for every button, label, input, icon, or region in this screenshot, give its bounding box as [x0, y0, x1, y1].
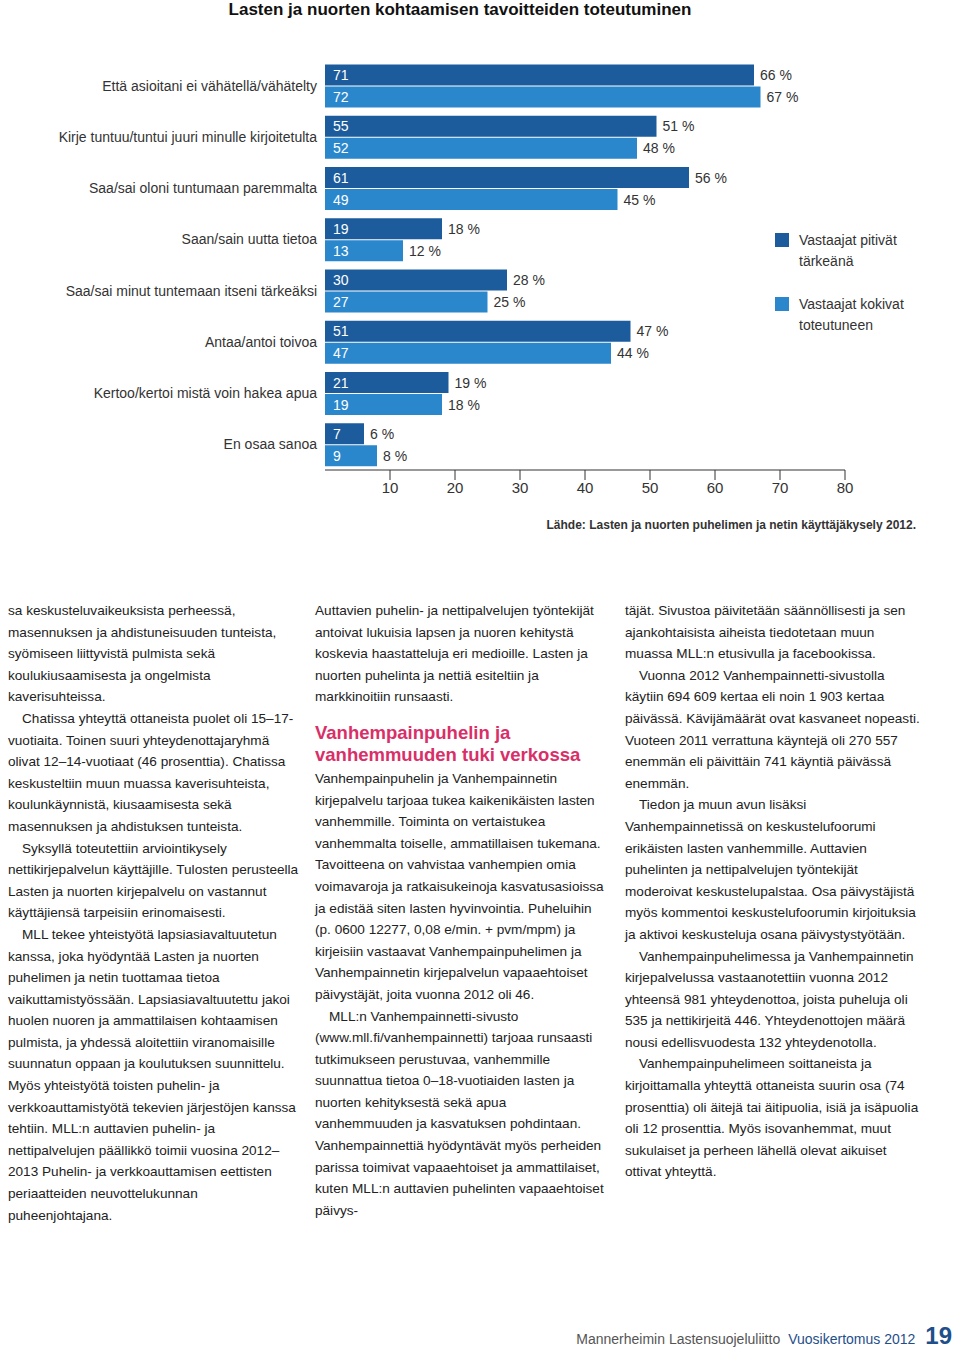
- svg-text:44 %: 44 %: [617, 345, 649, 361]
- html-text:19: 19: [925, 1322, 952, 1349]
- svg-text:9: 9: [333, 448, 341, 464]
- svg-text:48 %: 48 %: [643, 140, 675, 156]
- html-text:Syksyllä toteutettiin arvioint: Syksyllä toteutettiin arviointikysely ne…: [8, 840, 299, 921]
- svg-text:8 %: 8 %: [383, 448, 407, 464]
- svg-text:28 %: 28 %: [513, 272, 545, 288]
- svg-text:49: 49: [333, 192, 349, 208]
- html-text:Vanhempainpuhelimeen soittanei: Vanhempainpuhelimeen soittaneista ja kir…: [625, 1056, 919, 1180]
- html-text:Vastaajat pitivät tärkeänä: Vastaajat pitivät tärkeänä: [799, 232, 897, 269]
- svg-text:25 %: 25 %: [494, 294, 526, 310]
- svg-text:19: 19: [333, 397, 349, 413]
- svg-text:60: 60: [707, 479, 724, 496]
- html-text:Vuonna 2012 Vanhempainnetti-si: Vuonna 2012 Vanhempainnetti-sivustolla k…: [625, 667, 920, 791]
- svg-text:27: 27: [333, 294, 349, 310]
- html-text:Lähde: Lasten ja nuorten puhel: Lähde: Lasten ja nuorten puhelimen ja ne…: [546, 518, 916, 532]
- svg-text:40: 40: [577, 479, 594, 496]
- html-text:Auttavien puhelin- ja nettipal: Auttavien puhelin- ja nettipalvelujen ty…: [315, 603, 594, 705]
- svg-text:7: 7: [333, 426, 341, 442]
- html-text:Vuosikertomus 2012: Vuosikertomus 2012: [788, 1331, 916, 1347]
- svg-text:80: 80: [837, 479, 854, 496]
- svg-text:Saa/sai oloni tuntumaan paremm: Saa/sai oloni tuntumaan paremmalta: [89, 180, 317, 196]
- svg-text:Kirje tuntuu/tuntui juuri minu: Kirje tuntuu/tuntui juuri minulle kirjoi…: [59, 129, 318, 145]
- html-text:MLL tekee yhteistyötä lapsiasi: MLL tekee yhteistyötä lapsiasiavaltuutet…: [8, 926, 296, 1223]
- svg-text:18 %: 18 %: [448, 397, 480, 413]
- svg-text:10: 10: [382, 479, 399, 496]
- svg-text:47 %: 47 %: [637, 323, 669, 339]
- svg-text:50: 50: [642, 479, 659, 496]
- svg-text:6 %: 6 %: [370, 426, 394, 442]
- svg-text:En osaa sanoa: En osaa sanoa: [224, 436, 318, 452]
- html-text:sa keskusteluvaikeuksista perh: sa keskusteluvaikeuksista perheessä, mas…: [8, 603, 277, 705]
- svg-text:12 %: 12 %: [409, 243, 441, 259]
- svg-text:30: 30: [333, 272, 349, 288]
- svg-text:18 %: 18 %: [448, 221, 480, 237]
- html-text:Vanhempainpuhelin ja vanhemmuu: Vanhempainpuhelin ja vanhemmuuden tuki v…: [315, 722, 581, 765]
- svg-text:30: 30: [512, 479, 529, 496]
- svg-text:Saan/sain uutta tietoa: Saan/sain uutta tietoa: [182, 231, 318, 247]
- svg-text:13: 13: [333, 243, 349, 259]
- svg-text:56 %: 56 %: [695, 170, 727, 186]
- svg-text:21: 21: [333, 375, 349, 391]
- html-text:Chatissa yhteyttä ottaneista p: Chatissa yhteyttä ottaneista puolet oli …: [8, 711, 294, 834]
- html-text:täjät. Sivustoa päivitetään sä: täjät. Sivustoa päivitetään säännöllises…: [625, 603, 906, 662]
- svg-text:Antaa/antoi toivoa: Antaa/antoi toivoa: [205, 334, 317, 350]
- svg-text:20: 20: [447, 479, 464, 496]
- svg-text:61: 61: [333, 170, 349, 186]
- html-text:Vastaajat kokivat toteutuneen: Vastaajat kokivat toteutuneen: [799, 296, 904, 333]
- svg-text:52: 52: [333, 140, 349, 156]
- html-text:Vanhempainpuhelimessa ja Vanhe: Vanhempainpuhelimessa ja Vanhempainnetin…: [625, 948, 914, 1050]
- svg-text:Saa/sai minut tuntemaan itseni: Saa/sai minut tuntemaan itseni tärkeäksi: [66, 283, 317, 299]
- svg-text:Että asioitani ei vähätellä/vä: Että asioitani ei vähätellä/vähätelty: [102, 78, 317, 94]
- svg-text:55: 55: [333, 118, 349, 134]
- svg-text:67 %: 67 %: [767, 89, 799, 105]
- svg-text:51 %: 51 %: [663, 118, 695, 134]
- svg-text:45 %: 45 %: [624, 192, 656, 208]
- svg-text:Kertoo/kertoi mistä voin hakea: Kertoo/kertoi mistä voin hakea apua: [94, 385, 318, 401]
- html-text:Vanhempainpuhelin ja Vanhempai: Vanhempainpuhelin ja Vanhempainnetin kir…: [315, 771, 604, 1002]
- html-text:Mannerheimin Lastensuojeluliit: Mannerheimin Lastensuojeluliitto: [576, 1331, 781, 1347]
- svg-text:47: 47: [333, 345, 349, 361]
- html-text:Tiedon ja muun avun lisäksi Va: Tiedon ja muun avun lisäksi Vanhempainne…: [625, 797, 916, 942]
- svg-text:72: 72: [333, 89, 349, 105]
- html-text:Lasten ja nuorten kohtaamisen: Lasten ja nuorten kohtaamisen tavoitteid…: [228, 0, 692, 19]
- svg-text:19 %: 19 %: [455, 375, 487, 391]
- svg-text:71: 71: [333, 67, 349, 83]
- svg-text:51: 51: [333, 323, 349, 339]
- svg-text:19: 19: [333, 221, 349, 237]
- svg-text:66 %: 66 %: [760, 67, 792, 83]
- html-text:MLL:n Vanhempainnetti-sivusto: MLL:n Vanhempainnetti-sivusto (www.mll.f…: [315, 1008, 604, 1218]
- svg-text:70: 70: [772, 479, 789, 496]
